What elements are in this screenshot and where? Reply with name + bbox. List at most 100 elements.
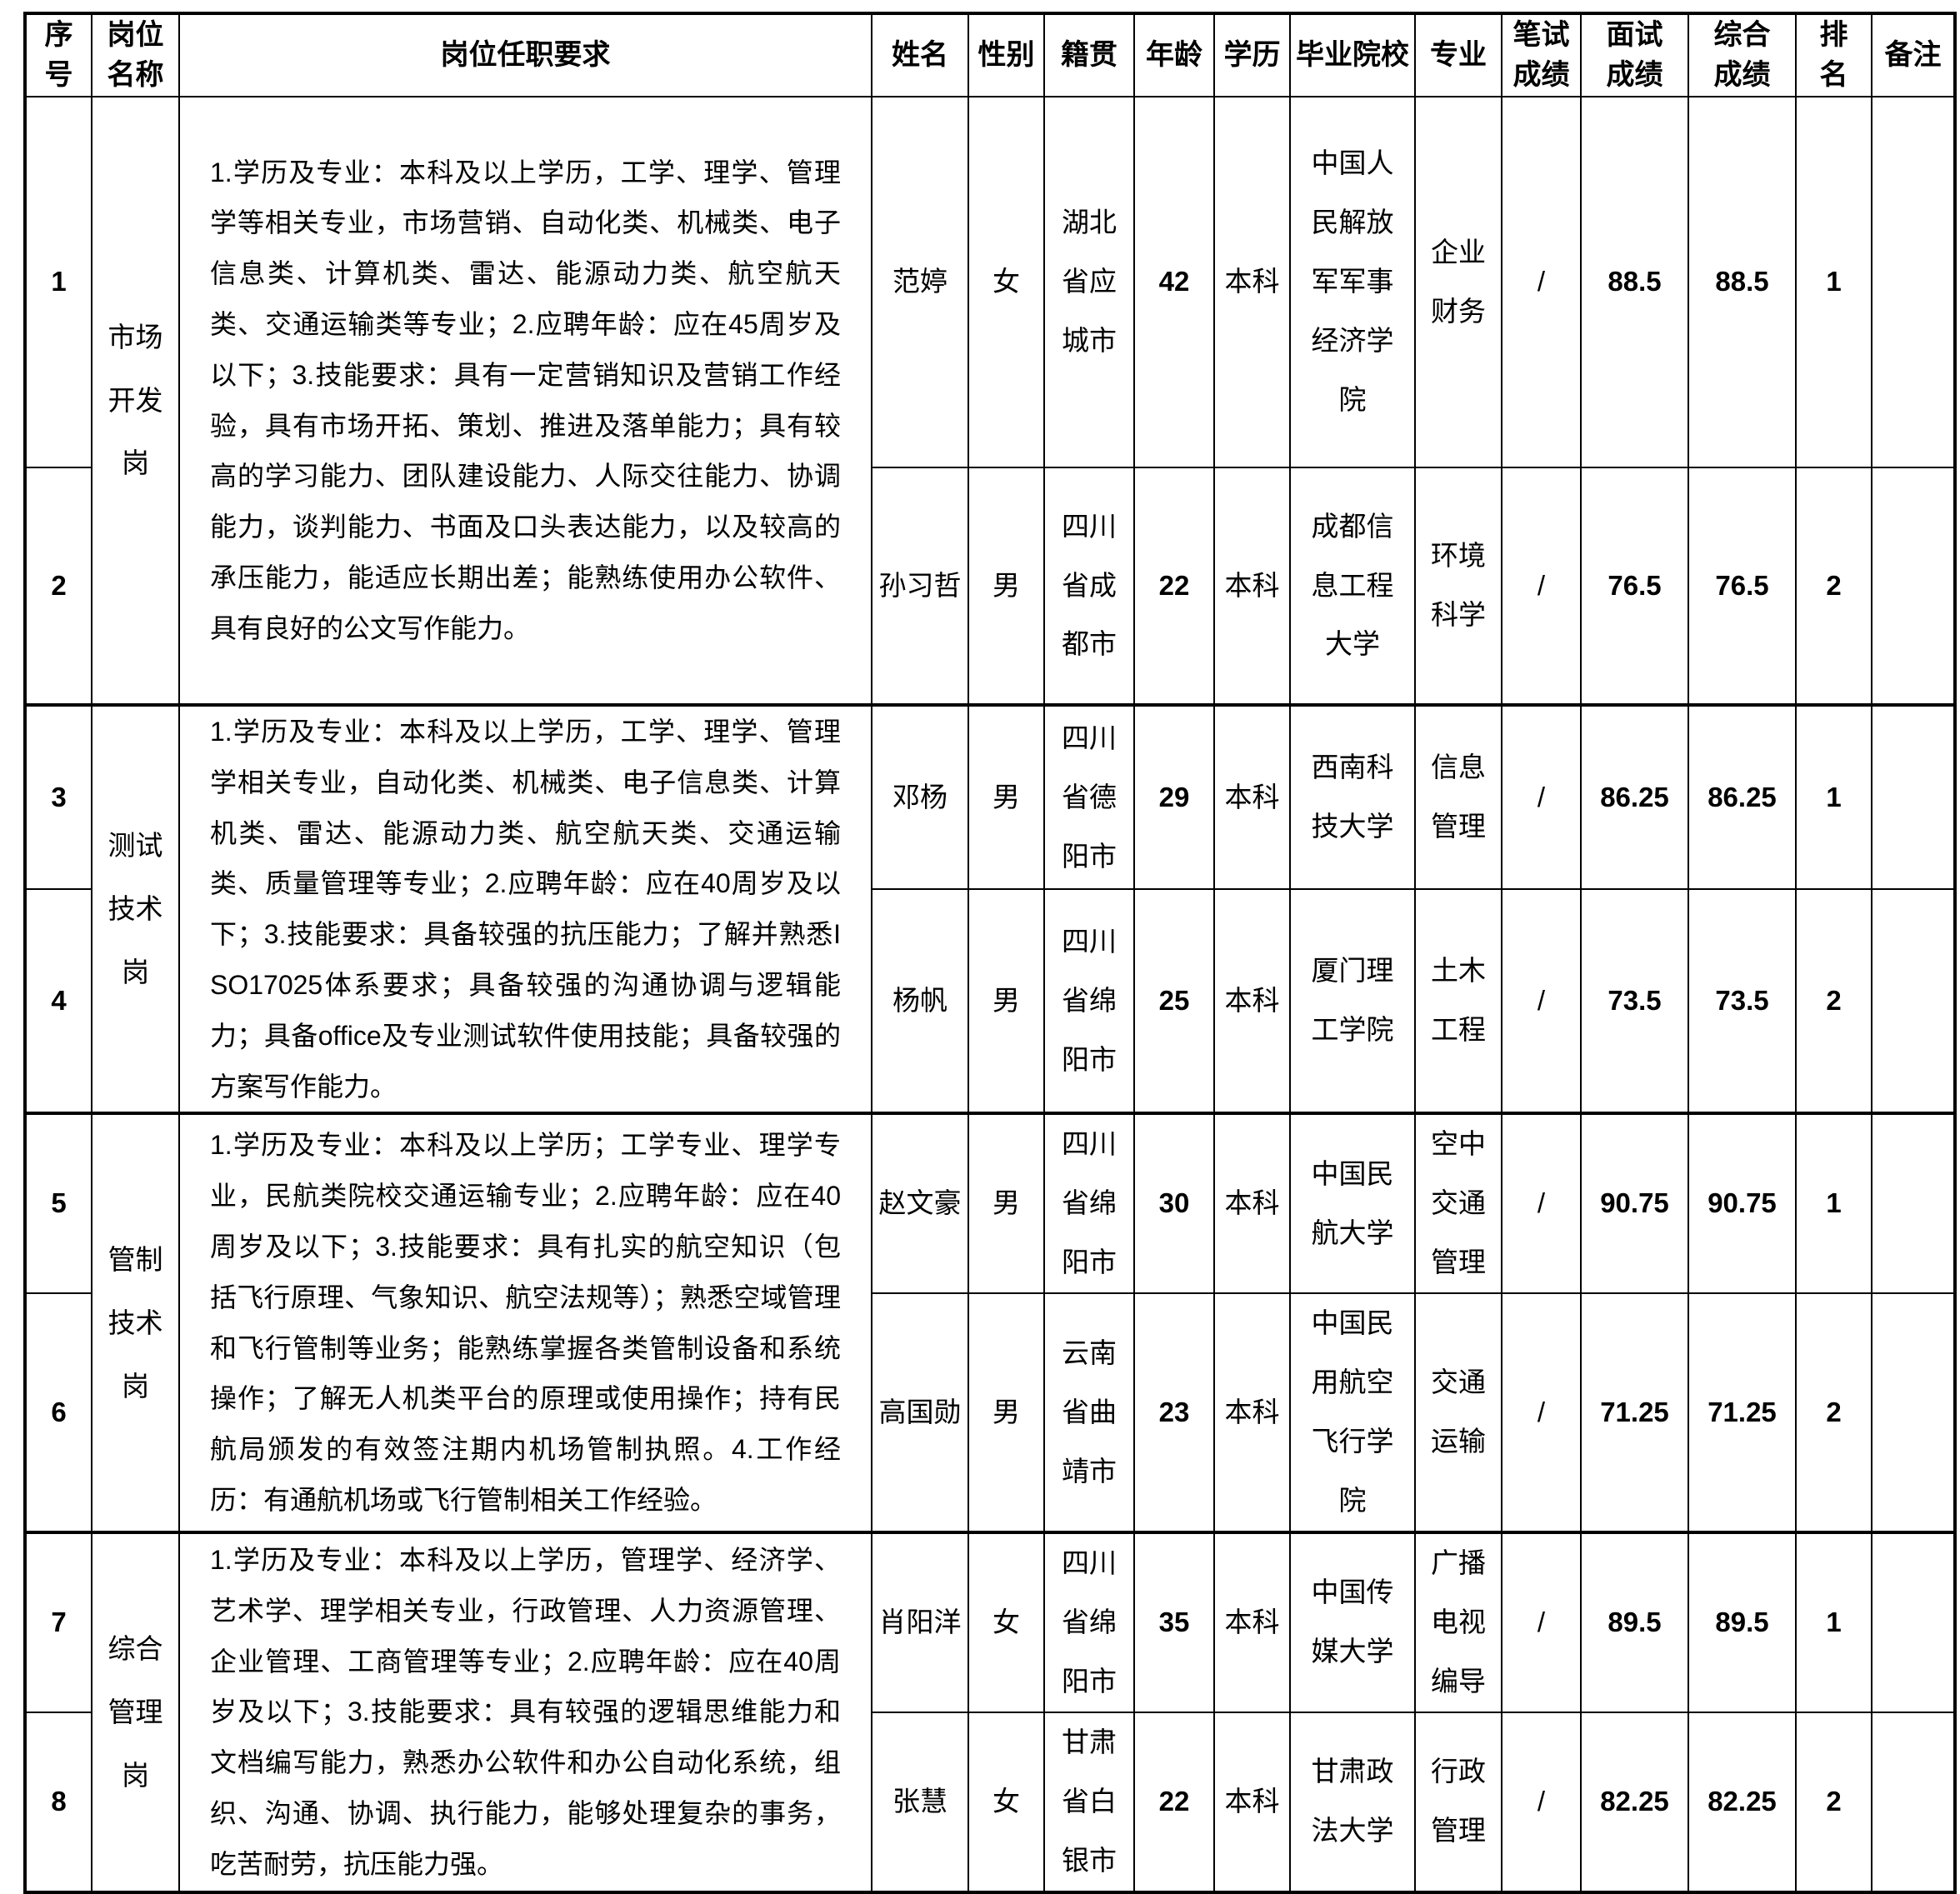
cell-age: 35	[1133, 1530, 1215, 1713]
cell-requirements: 1.学历及专业：本科及以上学历；工学专业、理学专业，民航类院校交通运输专业；2.…	[178, 1112, 872, 1533]
col-header-major: 专业	[1414, 12, 1502, 97]
col-header-interview-score: 面试 成绩	[1580, 12, 1689, 97]
cell-major: 信息管理	[1414, 702, 1502, 891]
cell-index: 7	[24, 1530, 92, 1713]
table-row: 5 管制技术岗 1.学历及专业：本科及以上学历；工学专业、理学专业，民航类院校交…	[24, 1112, 1956, 1533]
cell-requirements: 1.学历及专业：本科及以上学历，工学、理学、管理学相关专业，自动化类、机械类、电…	[178, 702, 872, 1115]
cell-school: 中国传媒大学	[1289, 1530, 1416, 1713]
cell-age: 29	[1133, 702, 1215, 891]
cell-age: 22	[1133, 1711, 1215, 1893]
cell-education: 本科	[1213, 888, 1291, 1115]
cell-written-score: /	[1501, 1711, 1582, 1893]
cell-requirements: 1.学历及专业：本科及以上学历，工学、理学、管理学等相关专业，市场营销、自动化类…	[178, 96, 872, 706]
cell-interview-score: 90.75	[1580, 1112, 1689, 1295]
cell-position-name: 测试技术岗	[91, 702, 180, 1115]
cell-hometown: 四川省绵阳市	[1043, 888, 1135, 1115]
cell-remarks	[1871, 1711, 1956, 1893]
cell-name: 赵文豪	[871, 1112, 969, 1295]
cell-education: 本科	[1213, 702, 1291, 891]
cell-rank: 1	[1795, 96, 1872, 468]
cell-position-name: 综合管理岗	[91, 1530, 180, 1893]
cell-major: 行政管理	[1414, 1711, 1502, 1893]
cell-overall-score: 89.5	[1688, 1530, 1797, 1713]
cell-rank: 2	[1795, 1292, 1872, 1533]
cell-age: 23	[1133, 1292, 1215, 1533]
cell-gender: 男	[968, 888, 1045, 1115]
table-row: 2 孙习哲 男 四川省成都市 22 本科 成都信息工程大学 环境科学 / 76.…	[24, 467, 1956, 706]
col-header-rank: 排 名	[1795, 12, 1872, 97]
cell-hometown: 云南省曲靖市	[1043, 1292, 1135, 1533]
cell-rank: 2	[1795, 1711, 1872, 1893]
cell-index: 6	[24, 1292, 92, 1533]
cell-interview-score: 89.5	[1580, 1530, 1689, 1713]
cell-position-name: 管制技术岗	[91, 1112, 180, 1533]
cell-hometown: 四川省德阳市	[1043, 702, 1135, 891]
cell-education: 本科	[1213, 96, 1291, 468]
cell-index: 1	[24, 96, 92, 468]
cell-remarks	[1871, 1112, 1956, 1295]
cell-overall-score: 82.25	[1688, 1711, 1797, 1893]
header-row: 序 号 岗位 名称 岗位任职要求 姓名 性别 籍贯 年龄 学历 毕业院校 专业 …	[24, 12, 1956, 97]
cell-gender: 女	[968, 1530, 1045, 1713]
cell-written-score: /	[1501, 1112, 1582, 1295]
cell-index: 3	[24, 702, 92, 891]
cell-school: 中国民用航空飞行学院	[1289, 1292, 1416, 1533]
cell-education: 本科	[1213, 467, 1291, 706]
cell-remarks	[1871, 1530, 1956, 1713]
col-header-hometown: 籍贯	[1043, 12, 1135, 97]
cell-position-name: 市场开发岗	[91, 96, 180, 706]
cell-gender: 女	[968, 96, 1045, 468]
cell-major: 交通运输	[1414, 1292, 1502, 1533]
cell-name: 杨帆	[871, 888, 969, 1115]
col-header-written-score: 笔试 成绩	[1501, 12, 1582, 97]
table-row: 6 高国勋 男 云南省曲靖市 23 本科 中国民用航空飞行学院 交通运输 / 7…	[24, 1292, 1956, 1533]
table-row: 3 测试技术岗 1.学历及专业：本科及以上学历，工学、理学、管理学相关专业，自动…	[24, 702, 1956, 1115]
cell-index: 5	[24, 1112, 92, 1295]
cell-name: 张慧	[871, 1711, 969, 1893]
table-row: 8 张慧 女 甘肃省白银市 22 本科 甘肃政法大学 行政管理 / 82.25 …	[24, 1711, 1956, 1893]
cell-age: 22	[1133, 467, 1215, 706]
table-row: 4 杨帆 男 四川省绵阳市 25 本科 厦门理工学院 土木工程 / 73.5 7…	[24, 888, 1956, 1115]
cell-overall-score: 86.25	[1688, 702, 1797, 891]
table-row: 7 综合管理岗 1.学历及专业：本科及以上学历，管理学、经济学、艺术学、理学相关…	[24, 1530, 1956, 1893]
cell-interview-score: 71.25	[1580, 1292, 1689, 1533]
cell-hometown: 四川省绵阳市	[1043, 1112, 1135, 1295]
cell-overall-score: 73.5	[1688, 888, 1797, 1115]
cell-interview-score: 73.5	[1580, 888, 1689, 1115]
cell-remarks	[1871, 96, 1956, 468]
col-header-education: 学历	[1213, 12, 1291, 97]
col-header-school: 毕业院校	[1289, 12, 1416, 97]
cell-rank: 2	[1795, 467, 1872, 706]
cell-school: 中国民航大学	[1289, 1112, 1416, 1295]
cell-school: 甘肃政法大学	[1289, 1711, 1416, 1893]
col-header-remarks: 备注	[1871, 12, 1956, 97]
cell-written-score: /	[1501, 1292, 1582, 1533]
cell-remarks	[1871, 1292, 1956, 1533]
cell-index: 4	[24, 888, 92, 1115]
cell-overall-score: 76.5	[1688, 467, 1797, 706]
recruitment-results-table: 序 号 岗位 名称 岗位任职要求 姓名 性别 籍贯 年龄 学历 毕业院校 专业 …	[23, 12, 1957, 1894]
cell-interview-score: 86.25	[1580, 702, 1689, 891]
cell-name: 孙习哲	[871, 467, 969, 706]
cell-major: 土木工程	[1414, 888, 1502, 1115]
cell-written-score: /	[1501, 96, 1582, 468]
cell-rank: 2	[1795, 888, 1872, 1115]
cell-major: 空中交通管理	[1414, 1112, 1502, 1295]
cell-remarks	[1871, 888, 1956, 1115]
cell-education: 本科	[1213, 1530, 1291, 1713]
cell-remarks	[1871, 702, 1956, 891]
col-header-age: 年龄	[1133, 12, 1215, 97]
col-header-requirements: 岗位任职要求	[178, 12, 872, 97]
cell-age: 42	[1133, 96, 1215, 468]
cell-interview-score: 82.25	[1580, 1711, 1689, 1893]
cell-interview-score: 88.5	[1580, 96, 1689, 468]
cell-name: 肖阳洋	[871, 1530, 969, 1713]
cell-overall-score: 71.25	[1688, 1292, 1797, 1533]
cell-school: 中国人民解放军军事经济学院	[1289, 96, 1416, 468]
col-header-overall-score: 综合 成绩	[1688, 12, 1797, 97]
cell-hometown: 湖北省应城市	[1043, 96, 1135, 468]
cell-name: 范婷	[871, 96, 969, 468]
cell-gender: 男	[968, 702, 1045, 891]
cell-name: 高国勋	[871, 1292, 969, 1533]
cell-hometown: 甘肃省白银市	[1043, 1711, 1135, 1893]
